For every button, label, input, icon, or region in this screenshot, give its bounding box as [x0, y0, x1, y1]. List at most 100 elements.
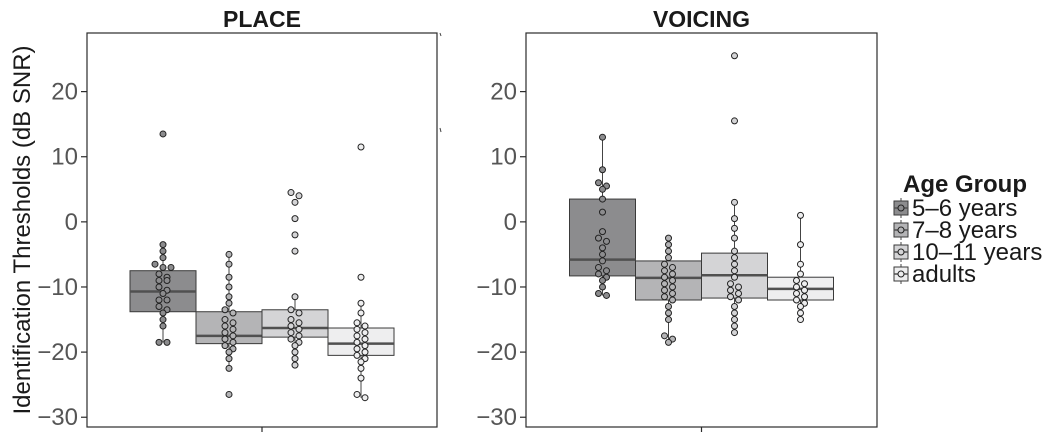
data-point — [669, 276, 676, 284]
data-point — [225, 250, 233, 258]
y-tick-label: 0 — [504, 209, 517, 236]
data-point — [735, 296, 742, 304]
data-point — [731, 309, 738, 317]
data-point — [287, 189, 295, 197]
data-point — [361, 335, 369, 343]
data-point — [353, 319, 361, 327]
legend-label: adults — [912, 261, 976, 288]
data-point — [661, 280, 668, 288]
data-point — [361, 342, 369, 350]
data-point — [731, 273, 738, 281]
data-point — [221, 316, 229, 324]
data-point — [595, 179, 602, 187]
data-point — [797, 316, 804, 324]
data-point — [665, 234, 672, 242]
data-point — [793, 289, 800, 297]
data-point — [221, 335, 229, 343]
data-point — [797, 270, 804, 278]
data-point — [353, 325, 361, 333]
data-point — [731, 117, 738, 125]
edge-mark — [439, 32, 442, 37]
box-1 — [635, 234, 702, 346]
panel-voicing: VOICING −30 −20 −10 0 10 20 — [476, 6, 878, 432]
data-point — [665, 316, 672, 324]
data-point — [599, 228, 606, 236]
box-2 — [261, 189, 329, 369]
box-0 — [569, 133, 636, 299]
data-point — [669, 283, 676, 291]
data-point — [801, 280, 808, 288]
data-point — [801, 286, 808, 294]
data-point — [225, 348, 233, 356]
box-3 — [767, 211, 834, 324]
data-point — [731, 329, 738, 337]
data-point — [159, 254, 167, 262]
data-point — [291, 231, 299, 239]
data-point — [155, 303, 163, 311]
data-point — [669, 270, 676, 278]
data-point — [669, 289, 676, 297]
data-point — [353, 338, 361, 346]
legend-entry: adults — [893, 261, 976, 288]
data-point — [595, 289, 602, 297]
data-point — [661, 332, 668, 340]
data-point — [731, 254, 738, 262]
data-point — [163, 296, 171, 304]
data-point — [731, 316, 738, 324]
data-point — [599, 257, 606, 265]
data-point — [155, 283, 163, 291]
data-point — [287, 306, 295, 314]
data-point — [797, 211, 804, 219]
data-point — [801, 293, 808, 301]
data-point — [603, 237, 610, 245]
data-point — [353, 390, 361, 398]
data-point — [291, 247, 299, 255]
data-point — [731, 198, 738, 206]
data-point — [159, 322, 167, 330]
data-point — [225, 390, 233, 398]
data-point — [595, 263, 602, 271]
panel-title: PLACE — [223, 6, 301, 32]
data-point — [353, 332, 361, 340]
legend-key-point — [897, 270, 905, 278]
panels: PLACE −30 −20 −10 0 10 20 VOICING −30 −20 −10 0 10 20 — [37, 6, 878, 432]
panel-frame — [86, 32, 438, 428]
data-point — [797, 260, 804, 268]
panel-place: PLACE −30 −20 −10 0 10 20 — [37, 6, 438, 432]
data-point — [599, 133, 606, 141]
legend-key-point — [897, 226, 905, 234]
data-point — [287, 322, 295, 330]
legend-entry: 10–11 years — [893, 239, 1042, 266]
data-point — [295, 192, 303, 200]
data-point — [731, 52, 738, 60]
y-tick-label: −20 — [37, 339, 78, 366]
data-point — [225, 283, 233, 291]
data-point — [599, 166, 606, 174]
legend-entry: 7–8 years — [893, 217, 1017, 244]
data-point — [731, 234, 738, 242]
data-point — [731, 267, 738, 275]
y-tick-label: 20 — [490, 79, 517, 106]
edge-mark — [439, 127, 442, 133]
data-point — [665, 309, 672, 317]
data-point — [797, 309, 804, 317]
y-tick-label: 10 — [51, 144, 78, 171]
data-point — [225, 260, 233, 268]
data-point — [291, 348, 299, 356]
data-point — [669, 296, 676, 304]
data-point — [357, 358, 365, 366]
data-point — [727, 286, 734, 294]
data-point — [661, 293, 668, 301]
data-point — [793, 276, 800, 284]
data-point — [599, 250, 606, 258]
y-tick-label: 0 — [65, 209, 78, 236]
data-point — [151, 260, 159, 268]
legend-label: 7–8 years — [912, 217, 1017, 244]
data-point — [155, 338, 163, 346]
data-point — [731, 247, 738, 255]
data-point — [155, 270, 163, 278]
legend-entry: 5–6 years — [893, 195, 1017, 222]
data-point — [163, 276, 171, 284]
box-0 — [129, 130, 197, 346]
